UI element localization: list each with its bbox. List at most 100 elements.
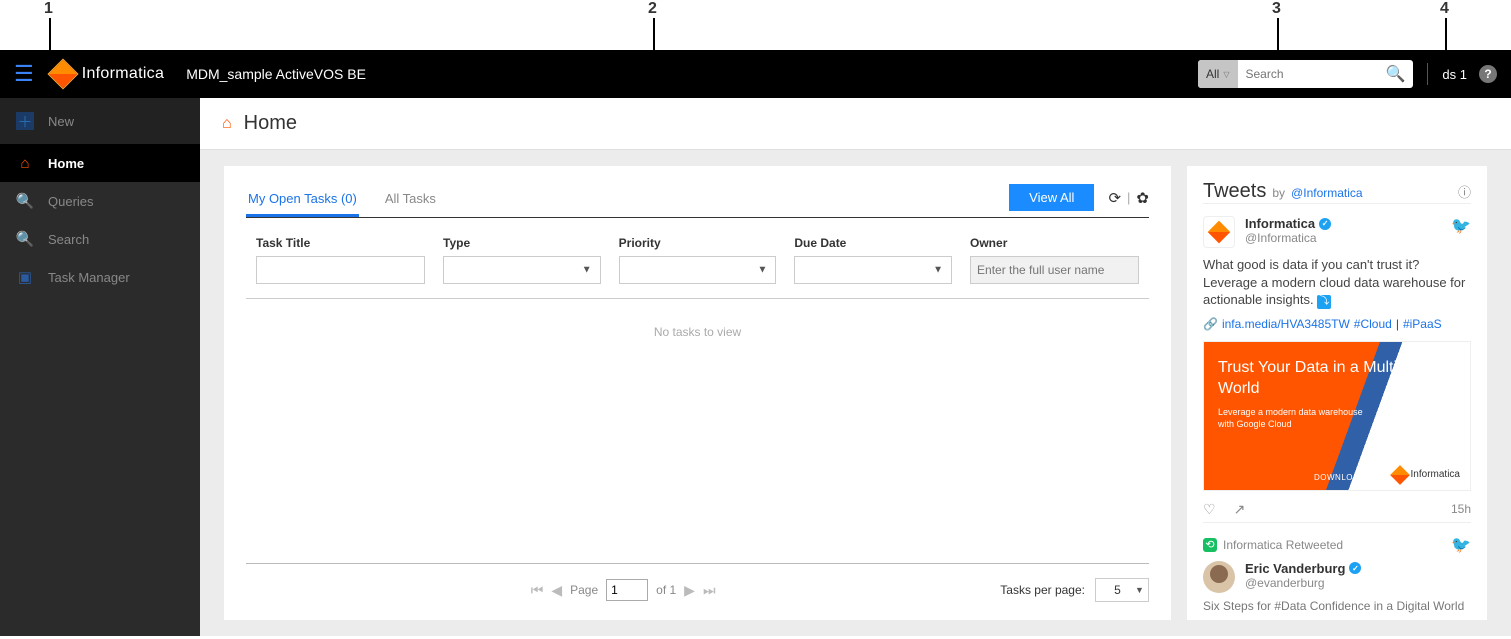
callout-3-line: [1277, 18, 1279, 60]
tweet-item: Informatica ✓ @Informatica 🐦 What good i…: [1203, 203, 1471, 522]
logo[interactable]: Informatica: [52, 63, 164, 85]
chevron-down-icon: ▽: [1223, 70, 1229, 79]
tasks-card: My Open Tasks (0) All Tasks View All ⟳ |…: [224, 166, 1171, 620]
pager-prev-icon[interactable]: ◀: [551, 582, 562, 599]
tweets-header: Tweets by @Informatica ⓘ: [1203, 180, 1471, 203]
pager-next-icon[interactable]: ▶: [684, 582, 695, 599]
tasks-tabs: My Open Tasks (0) All Tasks View All ⟳ |…: [246, 184, 1149, 218]
tab-my-open-tasks[interactable]: My Open Tasks (0): [246, 185, 359, 216]
pager-page-label: Page: [570, 583, 598, 597]
avatar[interactable]: [1203, 216, 1235, 248]
filter-due-date-select[interactable]: ▼: [794, 256, 952, 284]
pager-page-input[interactable]: [606, 579, 648, 601]
tweets-card: Tweets by @Informatica ⓘ Informatica ✓: [1187, 166, 1487, 620]
global-search: All ▽ 🔍: [1198, 60, 1413, 88]
callout-4-line: [1445, 18, 1447, 60]
callout-1-line: [49, 18, 51, 60]
verified-icon: ✓: [1319, 218, 1331, 230]
sidebar-item-new[interactable]: ＋ New: [0, 98, 200, 144]
tweets-handle-link[interactable]: @Informatica: [1291, 186, 1363, 200]
view-all-button[interactable]: View All: [1009, 184, 1094, 211]
tweet-link[interactable]: infa.media/HVA3485TW: [1222, 317, 1350, 331]
refresh-icon[interactable]: ⟳: [1108, 189, 1121, 207]
tweet-author-handle[interactable]: @Informatica: [1245, 231, 1331, 245]
info-icon[interactable]: ⓘ: [1458, 182, 1471, 201]
task-manager-icon: ▣: [16, 268, 34, 286]
separator: |: [1396, 317, 1399, 331]
sidebar-item-task-manager[interactable]: ▣ Task Manager: [0, 258, 200, 296]
label-due-date: Due Date: [794, 236, 952, 250]
sidebar: ＋ New ⌂ Home 🔍 Queries 🔍 Search ▣ Task M…: [0, 98, 200, 636]
label-owner: Owner: [970, 236, 1139, 250]
like-icon[interactable]: ♡: [1203, 501, 1216, 518]
sidebar-item-queries[interactable]: 🔍 Queries: [0, 182, 200, 220]
sidebar-item-label: Home: [48, 156, 84, 171]
link-icon: 🔗: [1203, 317, 1218, 331]
card-subtext: Leverage a modern data warehouse with Go…: [1218, 407, 1368, 430]
logo-diamond-icon: [47, 58, 78, 89]
tweet-time: 15h: [1451, 502, 1471, 516]
callout-4: 4: [1440, 0, 1449, 18]
pager-first-icon[interactable]: ⏮: [531, 582, 544, 599]
main-content: ⌂ Home My Open Tasks (0) All Tasks View …: [200, 98, 1511, 636]
hamburger-icon[interactable]: ☰: [8, 61, 40, 87]
tweet-hashtag[interactable]: #Cloud: [1354, 317, 1392, 331]
pager-of-label: of 1: [656, 583, 676, 597]
tweet-item: ⟲ Informatica Retweeted 🐦 Eric Vanderbur…: [1203, 522, 1471, 617]
sidebar-item-label: Queries: [48, 194, 94, 209]
page-title: Home: [244, 112, 297, 135]
plus-icon: ＋: [16, 112, 34, 130]
per-page-value: 5: [1114, 583, 1121, 597]
twitter-icon: 🐦: [1451, 216, 1471, 248]
tweet-body: What good is data if you can't trust it?…: [1203, 256, 1471, 309]
logo-diamond-icon: [1208, 221, 1231, 244]
home-icon: ⌂: [16, 154, 34, 172]
callout-3: 3: [1272, 0, 1281, 18]
page-header: ⌂ Home: [200, 98, 1511, 150]
per-page-select[interactable]: 5 ▼: [1095, 578, 1149, 602]
tweet-author-name[interactable]: Informatica ✓: [1245, 216, 1331, 231]
filter-task-title-input[interactable]: [256, 256, 425, 284]
search-icon[interactable]: 🔍: [1378, 64, 1414, 84]
callout-2: 2: [648, 0, 657, 18]
per-page-label: Tasks per page:: [1000, 583, 1085, 597]
help-icon[interactable]: ?: [1479, 65, 1497, 83]
sidebar-item-search[interactable]: 🔍 Search: [0, 220, 200, 258]
app-title: MDM_sample ActiveVOS BE: [186, 66, 366, 82]
label-priority: Priority: [619, 236, 777, 250]
label-type: Type: [443, 236, 601, 250]
tab-all-tasks[interactable]: All Tasks: [383, 185, 438, 216]
chevron-down-icon: ▼: [582, 265, 592, 276]
card-download-label: DOWNLOAD NOW ›: [1314, 473, 1395, 482]
tweet-body: Six Steps for #Data Confidence in a Digi…: [1203, 599, 1471, 613]
filter-owner-input[interactable]: [970, 256, 1139, 284]
tweet-footer: ♡ ↗ 15h: [1203, 501, 1471, 518]
filter-priority-select[interactable]: ▼: [619, 256, 777, 284]
card-brand: Informatica: [1393, 468, 1460, 482]
user-label[interactable]: ds 1: [1442, 67, 1467, 82]
chevron-down-icon: ▼: [1135, 585, 1144, 595]
sidebar-item-label: Search: [48, 232, 89, 247]
gear-icon[interactable]: ✿: [1136, 189, 1149, 207]
share-icon[interactable]: ↗: [1234, 501, 1246, 518]
search-scope-dropdown[interactable]: All ▽: [1198, 60, 1238, 88]
search-input[interactable]: [1238, 60, 1378, 88]
search-scope-label: All: [1206, 67, 1219, 81]
retweet-icon: ⟲: [1203, 538, 1217, 552]
avatar[interactable]: [1203, 561, 1235, 593]
tweet-author-name[interactable]: Eric Vanderburg ✓: [1245, 561, 1361, 576]
chevron-down-icon: ▼: [933, 265, 943, 276]
tweet-author-handle[interactable]: @evanderburg: [1245, 576, 1361, 590]
card-headline: Trust Your Data in a Multi-Cloud World: [1218, 358, 1456, 400]
topbar: ☰ Informatica MDM_sample ActiveVOS BE Al…: [0, 50, 1511, 98]
pager-last-icon[interactable]: ⏭: [703, 582, 716, 599]
verified-icon: ✓: [1349, 562, 1361, 574]
tweet-hashtag[interactable]: #iPaaS: [1403, 317, 1442, 331]
empty-message: No tasks to view: [246, 299, 1149, 365]
sidebar-item-home[interactable]: ⌂ Home: [0, 144, 200, 182]
tweet-card-image[interactable]: Trust Your Data in a Multi-Cloud World L…: [1203, 341, 1471, 491]
tweets-by: by: [1272, 186, 1285, 200]
filter-type-select[interactable]: ▼: [443, 256, 601, 284]
brand-text: Informatica: [82, 65, 164, 83]
filters-row: Task Title Type ▼ Priority ▼ Due Date ▼: [246, 218, 1149, 299]
